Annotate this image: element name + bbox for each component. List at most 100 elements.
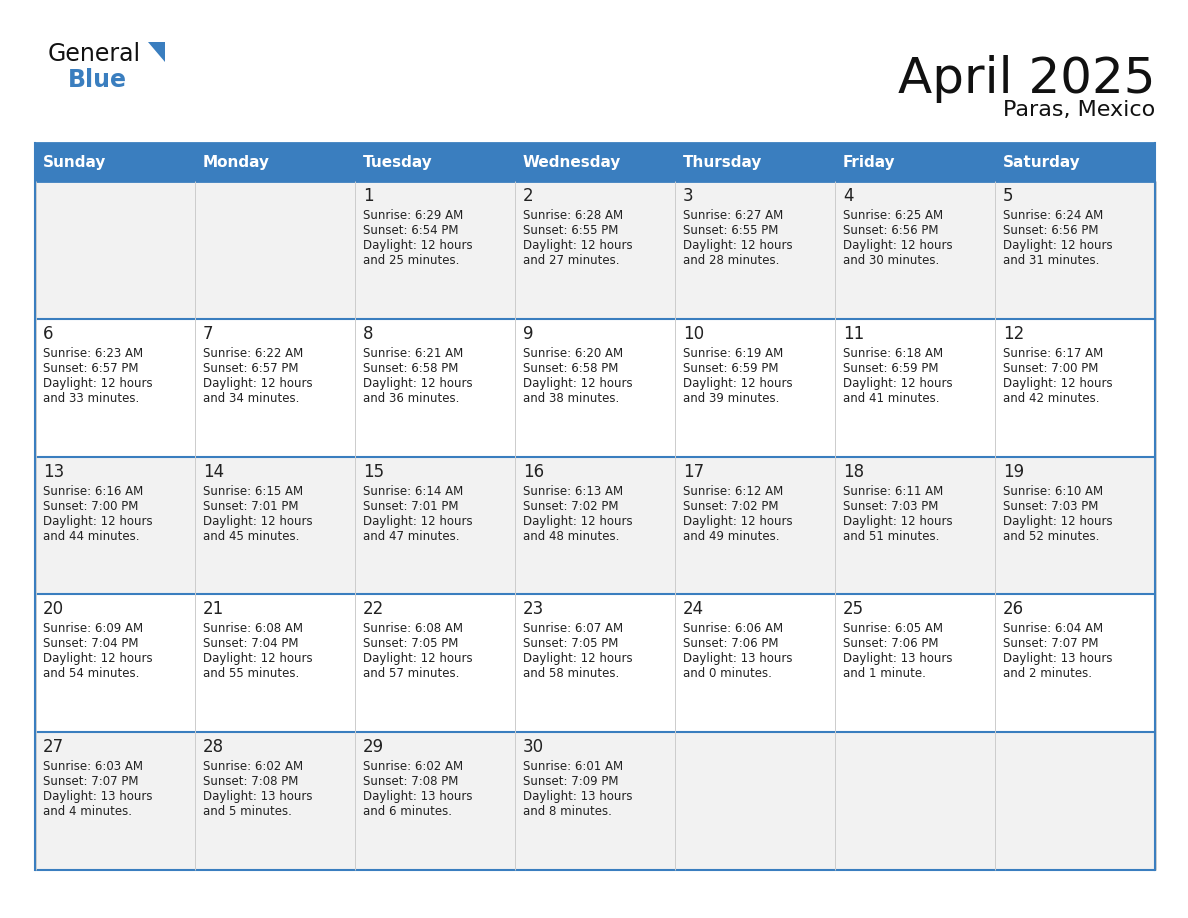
Text: 16: 16 xyxy=(523,463,544,481)
Bar xyxy=(34,733,195,870)
Polygon shape xyxy=(148,42,165,62)
Text: and 34 minutes.: and 34 minutes. xyxy=(203,392,299,405)
Bar xyxy=(996,733,1155,870)
Text: and 52 minutes.: and 52 minutes. xyxy=(1003,530,1099,543)
Text: Sunset: 6:55 PM: Sunset: 6:55 PM xyxy=(523,224,619,237)
Bar xyxy=(516,733,675,870)
Bar xyxy=(835,456,996,594)
Text: Sunset: 7:09 PM: Sunset: 7:09 PM xyxy=(523,775,619,789)
Bar xyxy=(996,181,1155,319)
Text: Sunset: 7:02 PM: Sunset: 7:02 PM xyxy=(683,499,778,512)
Text: 18: 18 xyxy=(843,463,864,481)
Text: Sunset: 7:01 PM: Sunset: 7:01 PM xyxy=(364,499,459,512)
Text: 22: 22 xyxy=(364,600,384,619)
Text: and 4 minutes.: and 4 minutes. xyxy=(43,805,132,818)
Text: Sunrise: 6:24 AM: Sunrise: 6:24 AM xyxy=(1003,209,1104,222)
Bar xyxy=(516,143,675,181)
Text: Sunrise: 6:11 AM: Sunrise: 6:11 AM xyxy=(843,485,943,498)
Text: Sunrise: 6:01 AM: Sunrise: 6:01 AM xyxy=(523,760,624,773)
Bar xyxy=(34,319,195,456)
Text: 9: 9 xyxy=(523,325,533,342)
Text: Sunrise: 6:23 AM: Sunrise: 6:23 AM xyxy=(43,347,143,360)
Bar xyxy=(355,143,516,181)
Text: 26: 26 xyxy=(1003,600,1024,619)
Text: Sunrise: 6:06 AM: Sunrise: 6:06 AM xyxy=(683,622,783,635)
Text: 14: 14 xyxy=(203,463,225,481)
Bar xyxy=(675,456,835,594)
Text: 17: 17 xyxy=(683,463,704,481)
Text: and 44 minutes.: and 44 minutes. xyxy=(43,530,139,543)
Text: and 48 minutes.: and 48 minutes. xyxy=(523,530,619,543)
Text: Saturday: Saturday xyxy=(1003,154,1081,170)
Text: Sunrise: 6:29 AM: Sunrise: 6:29 AM xyxy=(364,209,463,222)
Text: Sunset: 7:07 PM: Sunset: 7:07 PM xyxy=(43,775,139,789)
Text: Daylight: 12 hours: Daylight: 12 hours xyxy=(364,239,473,252)
Text: Sunrise: 6:10 AM: Sunrise: 6:10 AM xyxy=(1003,485,1104,498)
Text: Daylight: 12 hours: Daylight: 12 hours xyxy=(203,653,312,666)
Bar xyxy=(835,143,996,181)
Text: Sunrise: 6:21 AM: Sunrise: 6:21 AM xyxy=(364,347,463,360)
Bar xyxy=(996,594,1155,733)
Text: 2: 2 xyxy=(523,187,533,205)
Text: 8: 8 xyxy=(364,325,373,342)
Text: Sunset: 6:56 PM: Sunset: 6:56 PM xyxy=(1003,224,1099,237)
Text: Daylight: 12 hours: Daylight: 12 hours xyxy=(203,515,312,528)
Text: and 58 minutes.: and 58 minutes. xyxy=(523,667,619,680)
Text: 25: 25 xyxy=(843,600,864,619)
Text: Sunset: 6:58 PM: Sunset: 6:58 PM xyxy=(523,362,619,375)
Text: 27: 27 xyxy=(43,738,64,756)
Text: and 28 minutes.: and 28 minutes. xyxy=(683,254,779,267)
Text: Sunset: 7:08 PM: Sunset: 7:08 PM xyxy=(203,775,298,789)
Text: Sunset: 6:58 PM: Sunset: 6:58 PM xyxy=(364,362,459,375)
Text: 10: 10 xyxy=(683,325,704,342)
Bar xyxy=(835,181,996,319)
Text: Blue: Blue xyxy=(68,68,127,92)
Text: Sunset: 7:05 PM: Sunset: 7:05 PM xyxy=(364,637,459,650)
Text: Paras, Mexico: Paras, Mexico xyxy=(1003,100,1155,120)
Text: Sunset: 7:08 PM: Sunset: 7:08 PM xyxy=(364,775,459,789)
Text: Daylight: 12 hours: Daylight: 12 hours xyxy=(523,515,633,528)
Text: April 2025: April 2025 xyxy=(897,55,1155,103)
Text: Wednesday: Wednesday xyxy=(523,154,621,170)
Text: and 8 minutes.: and 8 minutes. xyxy=(523,805,612,818)
Text: 20: 20 xyxy=(43,600,64,619)
Text: Sunset: 7:06 PM: Sunset: 7:06 PM xyxy=(683,637,778,650)
Text: Daylight: 12 hours: Daylight: 12 hours xyxy=(364,376,473,390)
Text: Monday: Monday xyxy=(203,154,270,170)
Bar xyxy=(355,733,516,870)
Text: Sunrise: 6:08 AM: Sunrise: 6:08 AM xyxy=(364,622,463,635)
Text: Sunrise: 6:25 AM: Sunrise: 6:25 AM xyxy=(843,209,943,222)
Text: Daylight: 12 hours: Daylight: 12 hours xyxy=(1003,239,1113,252)
Text: 5: 5 xyxy=(1003,187,1013,205)
Text: 19: 19 xyxy=(1003,463,1024,481)
Text: and 5 minutes.: and 5 minutes. xyxy=(203,805,292,818)
Text: Sunset: 6:57 PM: Sunset: 6:57 PM xyxy=(43,362,139,375)
Text: and 27 minutes.: and 27 minutes. xyxy=(523,254,619,267)
Text: Sunset: 6:56 PM: Sunset: 6:56 PM xyxy=(843,224,939,237)
Text: and 31 minutes.: and 31 minutes. xyxy=(1003,254,1099,267)
Text: 11: 11 xyxy=(843,325,864,342)
Text: Sunrise: 6:02 AM: Sunrise: 6:02 AM xyxy=(364,760,463,773)
Text: and 38 minutes.: and 38 minutes. xyxy=(523,392,619,405)
Text: and 49 minutes.: and 49 minutes. xyxy=(683,530,779,543)
Text: Sunset: 7:02 PM: Sunset: 7:02 PM xyxy=(523,499,619,512)
Text: 4: 4 xyxy=(843,187,853,205)
Text: Sunrise: 6:04 AM: Sunrise: 6:04 AM xyxy=(1003,622,1104,635)
Text: Daylight: 12 hours: Daylight: 12 hours xyxy=(43,376,152,390)
Text: Sunrise: 6:27 AM: Sunrise: 6:27 AM xyxy=(683,209,783,222)
Text: Daylight: 13 hours: Daylight: 13 hours xyxy=(523,790,632,803)
Text: Sunrise: 6:28 AM: Sunrise: 6:28 AM xyxy=(523,209,624,222)
Text: Daylight: 13 hours: Daylight: 13 hours xyxy=(43,790,152,803)
Text: and 25 minutes.: and 25 minutes. xyxy=(364,254,460,267)
Text: Daylight: 12 hours: Daylight: 12 hours xyxy=(683,376,792,390)
Text: and 42 minutes.: and 42 minutes. xyxy=(1003,392,1100,405)
Bar xyxy=(195,143,355,181)
Text: Daylight: 12 hours: Daylight: 12 hours xyxy=(43,653,152,666)
Text: 29: 29 xyxy=(364,738,384,756)
Text: Sunset: 6:54 PM: Sunset: 6:54 PM xyxy=(364,224,459,237)
Text: and 33 minutes.: and 33 minutes. xyxy=(43,392,139,405)
Bar xyxy=(996,456,1155,594)
Text: Daylight: 12 hours: Daylight: 12 hours xyxy=(364,653,473,666)
Text: Daylight: 12 hours: Daylight: 12 hours xyxy=(43,515,152,528)
Text: Daylight: 12 hours: Daylight: 12 hours xyxy=(1003,376,1113,390)
